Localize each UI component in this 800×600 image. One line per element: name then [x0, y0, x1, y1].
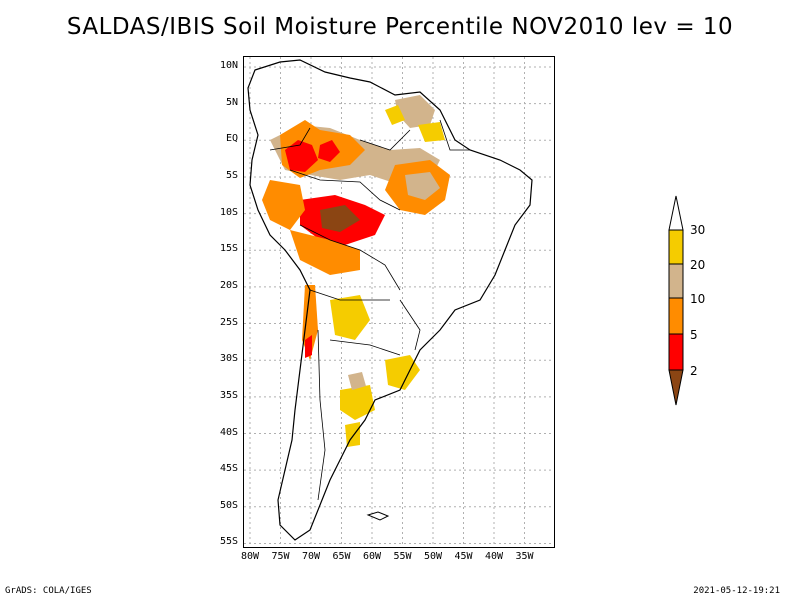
patch-west-orange: [290, 230, 360, 275]
falklands-outline: [366, 511, 390, 521]
lon-label: 65W: [332, 551, 351, 562]
lat-label: 5S: [225, 169, 238, 181]
lat-label: 40S: [219, 426, 238, 438]
patch-central-tan: [405, 172, 440, 200]
map-title: SALDAS/IBIS Soil Moisture Percentile NOV…: [66, 14, 734, 40]
colorbar-label-2: 2: [690, 364, 698, 378]
lat-label: 55S: [219, 536, 238, 548]
colorbar-swatch-20-30: [668, 229, 684, 265]
lon-label: 55W: [393, 551, 412, 562]
colorbar: [668, 195, 684, 406]
lat-label: 35S: [219, 389, 238, 401]
colorbar-swatch-above-30: [668, 195, 684, 231]
patch-amazon-red: [285, 140, 318, 172]
colorbar-swatch-5-10: [668, 297, 684, 335]
patch-pampa-yellow: [340, 385, 375, 420]
colorbar-label-5: 5: [690, 328, 698, 342]
patch-pampa-tan: [348, 372, 366, 390]
footer-credit: GrADS: COLA/IGES: [5, 586, 92, 596]
lat-label: 5N: [225, 96, 238, 108]
moisture-patches: [262, 95, 450, 447]
patch-sw-yellow: [345, 422, 360, 447]
lat-label: 20S: [219, 279, 238, 291]
colorbar-swatch-below-2: [668, 369, 684, 406]
patch-guiana-yellow-2: [418, 122, 445, 142]
lat-label: 50S: [219, 499, 238, 511]
patch-amazon-red-2: [318, 140, 340, 162]
footer-timestamp: 2021-05-12-19:21: [693, 586, 780, 596]
lat-label: 30S: [219, 353, 238, 365]
lat-label: 15S: [219, 243, 238, 255]
colorbar-swatch-10-20: [668, 263, 684, 299]
colorbar-label-30: 30: [690, 223, 706, 237]
lat-label: 10N: [219, 60, 238, 71]
lon-label: 80W: [240, 551, 260, 562]
lon-label: 35W: [515, 551, 534, 562]
patch-chile-red: [305, 335, 312, 358]
patch-guiana-tan: [395, 95, 435, 128]
patch-south-yellow: [330, 295, 370, 340]
lon-label: 40W: [484, 551, 504, 562]
lat-label: 45S: [219, 463, 238, 475]
lon-label: 75W: [271, 551, 290, 562]
lon-label: 45W: [454, 551, 473, 562]
lat-label: EQ: [225, 133, 238, 145]
patch-south-brown: [320, 205, 360, 232]
lat-label: 10S: [219, 206, 238, 218]
lon-label: 50W: [423, 551, 443, 562]
patch-guiana-yellow: [385, 105, 405, 125]
lon-label: 60W: [362, 551, 382, 562]
colorbar-label-10: 10: [690, 292, 706, 306]
patch-plata-yellow: [385, 355, 420, 390]
lat-label: 25S: [219, 316, 238, 328]
colorbar-label-20: 20: [690, 258, 706, 272]
south-america-outline: [247, 59, 533, 541]
colorbar-swatch-2-5: [668, 333, 684, 371]
country-borders: [269, 119, 470, 501]
lon-label: 70W: [301, 551, 321, 562]
patch-south-orange: [262, 180, 305, 230]
